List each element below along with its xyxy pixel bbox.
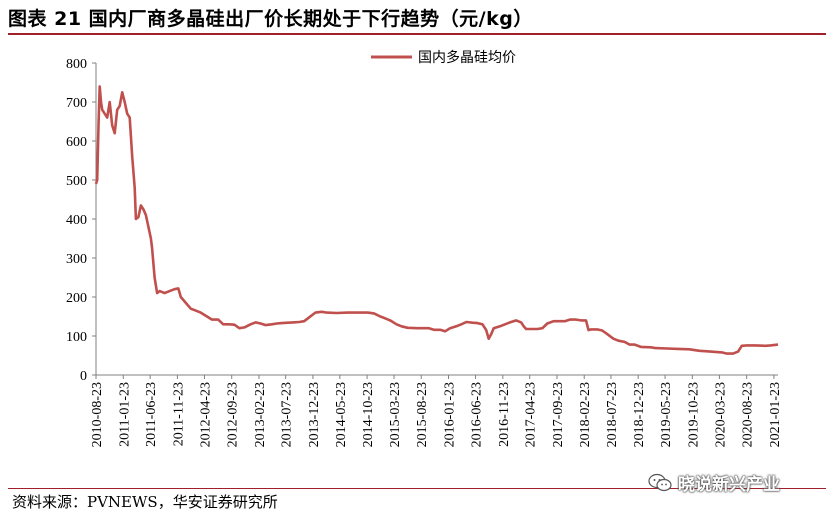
y-tick-label: 100 <box>66 330 87 345</box>
plot-area <box>94 85 779 355</box>
y-axis-ticks: 0 100 200 300 400 500 600 700 800 <box>66 57 96 384</box>
x-tick-label: 2017-04-23 <box>524 382 539 447</box>
title-divider <box>8 33 826 35</box>
wechat-icon <box>648 473 672 491</box>
x-tick-label: 2016-11-23 <box>497 382 512 447</box>
x-tick-label: 2016-01-23 <box>442 382 457 447</box>
x-tick-label: 2015-08-23 <box>415 382 430 447</box>
x-tick-label: 2019-10-23 <box>686 382 701 447</box>
y-tick-label: 700 <box>66 96 87 111</box>
x-tick-label: 2011-11-23 <box>171 382 186 446</box>
x-tick-label: 2019-05-23 <box>659 382 674 447</box>
y-tick-label: 400 <box>66 213 87 228</box>
y-tick-label: 300 <box>66 252 87 267</box>
y-tick-label: 600 <box>66 135 87 150</box>
x-tick-label: 2016-06-23 <box>470 382 485 447</box>
x-tick-label: 2013-12-23 <box>307 382 322 447</box>
x-tick-label: 2020-08-23 <box>741 382 756 447</box>
x-tick-label: 2018-02-23 <box>578 382 593 447</box>
watermark: 晓说新兴产业 <box>648 470 780 495</box>
x-tick-label: 2013-07-23 <box>280 382 295 447</box>
x-tick-label: 2012-09-23 <box>226 382 241 447</box>
figure-title: 图表 21 国内厂商多晶硅出厂价长期处于下行趋势（元/kg） <box>8 8 533 30</box>
x-tick-label: 2012-04-23 <box>198 382 213 447</box>
footer-divider <box>8 488 826 489</box>
y-tick-label: 800 <box>66 57 87 72</box>
y-tick-label: 0 <box>80 369 87 384</box>
legend-label: 国内多晶硅均价 <box>418 49 516 66</box>
x-tick-label: 2013-02-23 <box>253 382 268 447</box>
x-tick-label: 2018-12-23 <box>632 382 647 447</box>
y-tick-label: 500 <box>66 174 87 189</box>
series-line <box>94 85 779 355</box>
x-tick-label: 2010-08-23 <box>90 382 105 447</box>
source-note: 资料来源：PVNEWS，华安证券研究所 <box>12 493 278 511</box>
chart-axes <box>95 63 778 376</box>
x-tick-label: 2011-01-23 <box>117 382 132 447</box>
x-tick-label: 2018-07-23 <box>605 382 620 447</box>
x-tick-label: 2021-01-23 <box>768 382 783 447</box>
y-tick-label: 200 <box>66 291 87 306</box>
x-tick-label: 2014-05-23 <box>334 382 349 447</box>
x-axis-ticks: 2010-08-23 2011-01-23 2011-06-23 2011-11-23… <box>90 375 783 447</box>
watermark-text: 晓说新兴产业 <box>678 475 780 495</box>
x-tick-label: 2014-10-23 <box>361 382 376 447</box>
legend: 国内多晶硅均价 <box>371 49 516 66</box>
x-tick-label: 2017-09-23 <box>551 382 566 447</box>
x-tick-label: 2015-03-23 <box>388 382 403 447</box>
x-tick-label: 2011-06-23 <box>144 382 159 447</box>
x-tick-label: 2020-03-23 <box>713 382 728 447</box>
